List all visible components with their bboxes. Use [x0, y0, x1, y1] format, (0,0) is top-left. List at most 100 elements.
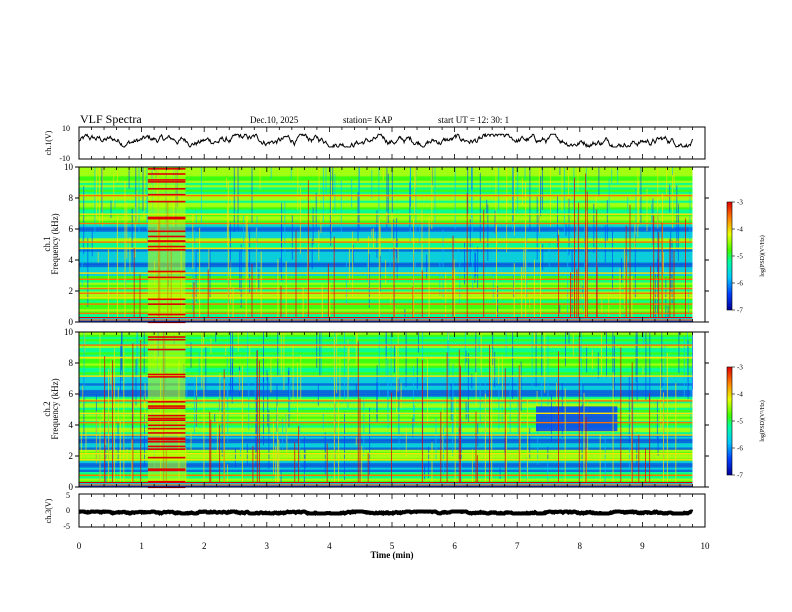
spectrogram-speckle — [419, 222, 421, 245]
spectrogram-speckle — [529, 427, 531, 459]
ch1-waveform-trace — [78, 132, 693, 149]
ch1-spectrogram-image — [79, 167, 693, 324]
spectrogram-speckle — [259, 167, 261, 190]
spectrogram-row — [79, 235, 693, 239]
spectrogram-speckle — [606, 332, 607, 378]
spectrogram-speckle — [347, 339, 349, 403]
spectrogram-speckle — [317, 383, 319, 406]
spectrogram-speckle — [495, 167, 497, 234]
spectrogram-speckle — [474, 252, 476, 284]
spectrogram-speckle — [230, 332, 232, 366]
spectrogram-speckle — [284, 201, 286, 263]
spectrogram-speckle — [692, 332, 693, 390]
impulse-spike — [649, 393, 651, 483]
ch3-ytick-top: 5 — [66, 491, 70, 500]
burst-line — [147, 468, 186, 470]
burst-line — [147, 432, 186, 434]
spectrogram-speckle — [471, 167, 473, 233]
emission-band — [79, 412, 693, 414]
x-tick-label: 5 — [390, 541, 395, 551]
spectrogram-speckle — [143, 391, 145, 402]
spectrogram-speckle — [227, 464, 228, 482]
spectrogram-speckle — [412, 417, 414, 438]
spectrogram-speckle — [397, 332, 399, 392]
start-time-label: start UT = 12: 30: 1 — [438, 115, 509, 125]
burst-line — [147, 456, 186, 459]
spectrogram-speckle — [457, 247, 459, 263]
spectrogram-ytick-label: 8 — [69, 358, 74, 368]
spectrogram-speckle — [391, 201, 393, 240]
colorbar-tick-label: -3 — [737, 199, 743, 207]
impulse-spike — [251, 263, 253, 318]
spectrogram-speckle — [239, 370, 241, 391]
spectrogram-speckle — [492, 266, 494, 302]
spectrogram-speckle — [534, 332, 535, 344]
spectrogram-speckle — [465, 400, 467, 420]
burst-line — [147, 235, 186, 238]
colorbar-tick-label: -3 — [737, 364, 743, 372]
spectrogram-row — [79, 175, 693, 179]
spectrogram-speckle — [477, 421, 479, 447]
burst-region — [147, 167, 186, 322]
impulse-spike — [675, 383, 677, 483]
impulse-spike — [285, 261, 287, 318]
spectrogram-row — [79, 436, 693, 439]
spectrogram-ytick-label: 8 — [69, 193, 74, 203]
spectrogram-speckle — [329, 167, 331, 234]
burst-line — [147, 424, 186, 427]
burst-line — [147, 276, 186, 279]
x-tick-label: 4 — [327, 541, 332, 551]
spectrogram-row — [79, 444, 693, 448]
spectrogram-speckle — [652, 198, 654, 245]
spectrogram-speckle — [297, 167, 299, 211]
ch3-waveform-ylabel: ch.3(V) — [44, 498, 53, 523]
spectrogram-speckle — [117, 422, 119, 467]
spectrogram-speckle — [195, 395, 197, 428]
spectrogram-speckle — [391, 167, 393, 213]
spectrogram-row — [79, 180, 693, 183]
emission-band — [79, 303, 693, 305]
spectrogram-speckle — [428, 446, 430, 479]
spectrogram-speckle — [366, 255, 368, 282]
burst-line — [147, 336, 186, 338]
spectrogram-speckle — [248, 374, 250, 430]
burst-line — [147, 245, 186, 248]
spectrogram-row — [79, 475, 693, 479]
impulse-spike — [428, 216, 430, 318]
spectrogram-speckle — [371, 170, 373, 199]
emission-band — [79, 356, 693, 359]
impulse-spike — [294, 442, 296, 483]
burst-line — [147, 417, 186, 420]
spectrogram-speckle — [677, 203, 679, 262]
spectrogram-speckle — [547, 335, 549, 406]
spectrogram-speckle — [135, 359, 137, 406]
spectrogram-row — [79, 429, 693, 433]
impulse-spike — [116, 215, 118, 318]
spectrogram-speckle — [673, 172, 675, 189]
spectrogram-speckle — [687, 286, 689, 314]
spectrogram-row — [79, 233, 693, 237]
spectrogram-speckle — [529, 167, 531, 232]
ch2-colorbar: -3 -4 -5 -6 -7 log(PSD)(V²/Hz) — [726, 364, 766, 480]
spectrogram-row — [79, 231, 693, 234]
spectrogram-row — [79, 299, 693, 303]
impulse-spike — [658, 232, 660, 318]
spectrogram-speckle — [405, 332, 407, 388]
spectrogram-speckle — [414, 167, 416, 215]
spectrogram-speckle — [568, 167, 569, 209]
spectrogram-speckle — [394, 306, 396, 316]
spectrogram-row — [79, 456, 693, 459]
spectrogram-row — [79, 244, 693, 248]
spectrogram-speckle — [475, 332, 477, 373]
impulse-spike — [629, 204, 631, 318]
spectrogram-speckle — [415, 167, 417, 189]
spectrogram-speckle — [195, 251, 197, 302]
spectrogram-speckle — [355, 437, 357, 446]
burst-line — [147, 179, 186, 181]
spectrogram-speckle — [642, 366, 644, 375]
spectrogram-row — [79, 467, 693, 470]
spectrogram-speckle — [480, 332, 482, 378]
spectrogram-row — [79, 469, 693, 472]
emission-band — [79, 241, 693, 243]
spectrogram-speckle — [601, 299, 603, 315]
